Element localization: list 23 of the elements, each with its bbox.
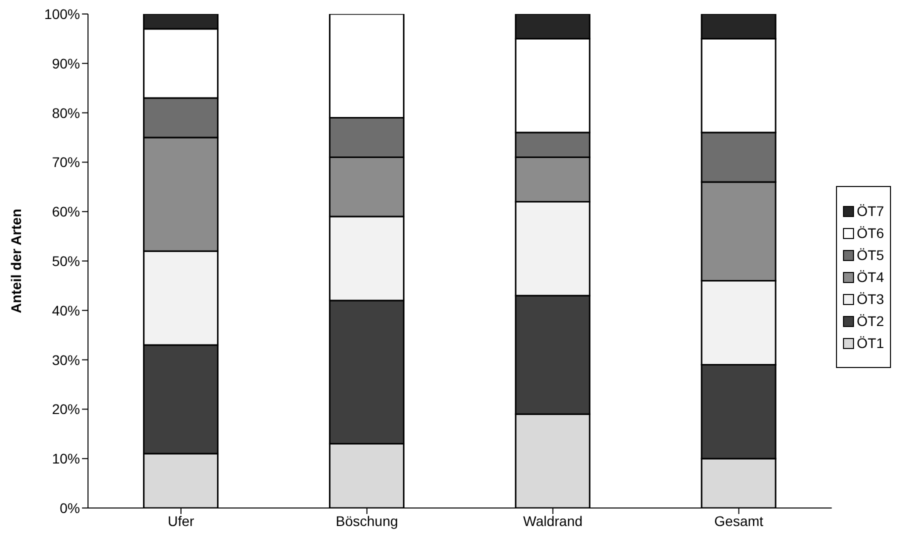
legend-label: ÖT5 (856, 247, 884, 263)
x-tick-label: Ufer (168, 512, 195, 529)
y-tick-label: 70% (52, 154, 80, 170)
y-tick-label: 10% (52, 450, 80, 467)
y-tick-label: 20% (52, 401, 80, 418)
y-tick-label: 40% (52, 302, 80, 318)
y-tick-label: 50% (52, 252, 80, 269)
x-tick-label: Gesamt (714, 512, 764, 529)
legend-label: ÖT2 (856, 313, 884, 329)
y-tick-label: 100% (44, 6, 80, 22)
x-tick-label: Waldrand (523, 512, 583, 529)
legend-label: ÖT1 (856, 335, 884, 351)
legend-label: ÖT4 (856, 269, 884, 285)
y-tick-label: 30% (52, 352, 80, 368)
legend-label: ÖT7 (856, 203, 884, 219)
y-tick-label: 90% (52, 55, 80, 72)
x-tick-label: Böschung (336, 512, 398, 529)
legend-label: ÖT6 (856, 225, 884, 241)
y-tick-label: 0% (60, 500, 80, 516)
y-tick-label: 80% (52, 104, 80, 121)
y-axis-title: Anteil der Arten (8, 208, 24, 314)
legend-label: ÖT3 (856, 291, 884, 307)
y-tick-label: 60% (52, 204, 80, 220)
